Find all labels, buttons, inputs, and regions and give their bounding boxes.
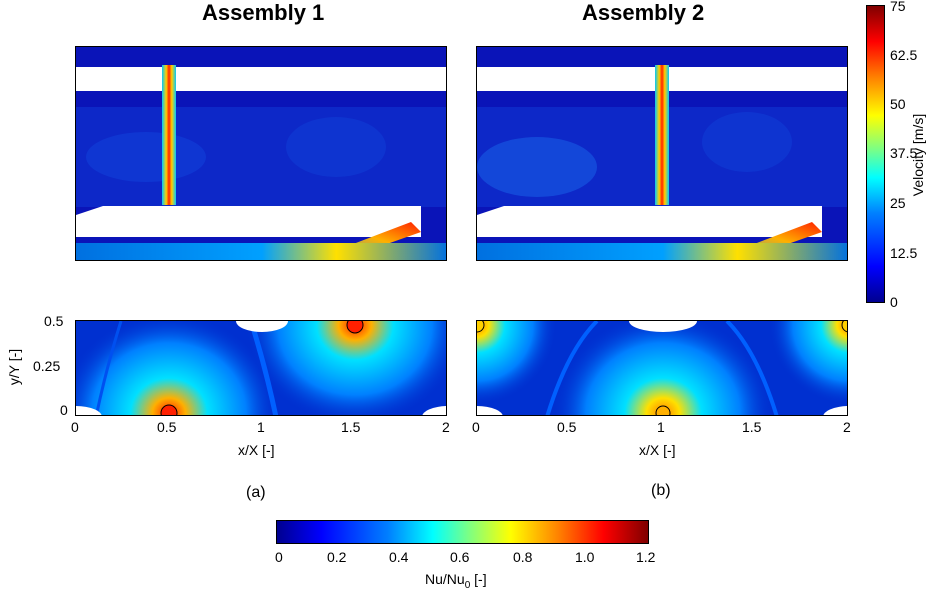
x-axis-label-right: x/X [-] xyxy=(639,442,676,458)
nu-label-unit: [-] xyxy=(470,571,487,587)
caption-a: (a) xyxy=(246,484,266,501)
x-tick: 1 xyxy=(657,419,665,435)
nu-tick: 1.0 xyxy=(575,549,595,565)
x-tick: 0 xyxy=(472,419,480,435)
velocity-tick: 0 xyxy=(890,294,898,310)
nusselt-map-assembly-2 xyxy=(476,320,848,416)
velocity-tick: 75 xyxy=(890,0,906,14)
nu-tick: 0.4 xyxy=(389,549,409,565)
velocity-tick: 62.5 xyxy=(890,47,918,63)
x-tick: 1 xyxy=(257,419,265,435)
x-tick: 2 xyxy=(442,419,450,435)
x-axis-label-left: x/X [-] xyxy=(238,442,275,458)
x-tick: 0.5 xyxy=(557,419,577,435)
x-tick: 0.5 xyxy=(157,419,177,435)
velocity-tick: 50 xyxy=(890,96,906,112)
y-tick: 0.25 xyxy=(33,358,61,374)
velocity-field-assembly-2 xyxy=(476,46,848,261)
velocity-field-assembly-1 xyxy=(75,46,447,261)
caption-b: (b) xyxy=(651,482,671,499)
nu-tick: 0.6 xyxy=(450,549,470,565)
x-tick: 1.5 xyxy=(341,419,361,435)
nu-tick: 0.8 xyxy=(513,549,533,565)
velocity-colorbar xyxy=(866,5,885,303)
title-assembly-1: Assembly 1 xyxy=(202,0,325,25)
nusselt-colorbar xyxy=(276,520,649,544)
velocity-tick: 12.5 xyxy=(890,245,918,261)
nu-tick: 0.2 xyxy=(327,549,347,565)
x-tick: 2 xyxy=(843,419,851,435)
velocity-tick: 37.5 xyxy=(890,145,918,161)
nu-label-subscript: 0 xyxy=(464,579,471,591)
title-assembly-2: Assembly 2 xyxy=(582,0,705,25)
nu-tick: 1.2 xyxy=(636,549,656,565)
nusselt-map-assembly-1 xyxy=(75,320,447,416)
nusselt-colorbar-label: Nu/Nu0 [-] xyxy=(425,571,487,591)
velocity-tick: 25 xyxy=(890,195,906,211)
y-axis-label: y/Y [-] xyxy=(6,348,22,386)
x-tick: 0 xyxy=(71,419,79,435)
velocity-colorbar-label: Velocity [m/s] xyxy=(910,113,926,197)
nu-label-main: Nu/Nu xyxy=(425,571,465,587)
y-tick: 0 xyxy=(60,402,68,418)
nu-tick: 0 xyxy=(275,549,283,565)
y-tick: 0.5 xyxy=(44,313,64,329)
x-tick: 1.5 xyxy=(742,419,762,435)
